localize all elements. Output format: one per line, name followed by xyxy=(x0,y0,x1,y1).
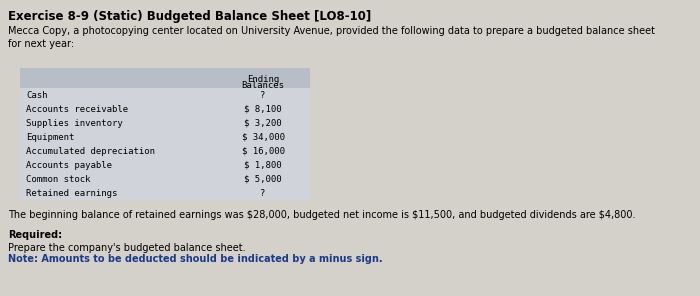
Text: $ 8,100: $ 8,100 xyxy=(244,104,282,113)
Text: Mecca Copy, a photocopying center located on University Avenue, provided the fol: Mecca Copy, a photocopying center locate… xyxy=(8,26,655,49)
Text: Equipment: Equipment xyxy=(26,133,74,141)
Text: $ 1,800: $ 1,800 xyxy=(244,160,282,170)
Text: $ 16,000: $ 16,000 xyxy=(241,147,284,155)
Text: The beginning balance of retained earnings was $28,000, budgeted net income is $: The beginning balance of retained earnin… xyxy=(8,210,636,220)
Text: Retained earnings: Retained earnings xyxy=(26,189,118,197)
FancyBboxPatch shape xyxy=(20,88,310,200)
Text: ?: ? xyxy=(260,189,266,197)
Text: Required:: Required: xyxy=(8,230,62,240)
Text: Balances: Balances xyxy=(241,81,284,90)
Text: ?: ? xyxy=(260,91,266,99)
FancyBboxPatch shape xyxy=(20,68,310,88)
Text: Supplies inventory: Supplies inventory xyxy=(26,118,122,128)
Text: $ 5,000: $ 5,000 xyxy=(244,175,282,184)
Text: Prepare the company's budgeted balance sheet.: Prepare the company's budgeted balance s… xyxy=(8,243,246,253)
Text: Accounts payable: Accounts payable xyxy=(26,160,112,170)
Text: Accounts receivable: Accounts receivable xyxy=(26,104,128,113)
Text: Accumulated depreciation: Accumulated depreciation xyxy=(26,147,155,155)
Text: Note: Amounts to be deducted should be indicated by a minus sign.: Note: Amounts to be deducted should be i… xyxy=(8,254,383,264)
Text: Ending: Ending xyxy=(247,75,279,84)
Text: Exercise 8-9 (Static) Budgeted Balance Sheet [LO8-10]: Exercise 8-9 (Static) Budgeted Balance S… xyxy=(8,10,371,23)
Text: Common stock: Common stock xyxy=(26,175,90,184)
Text: $ 3,200: $ 3,200 xyxy=(244,118,282,128)
Text: $ 34,000: $ 34,000 xyxy=(241,133,284,141)
Text: Cash: Cash xyxy=(26,91,48,99)
